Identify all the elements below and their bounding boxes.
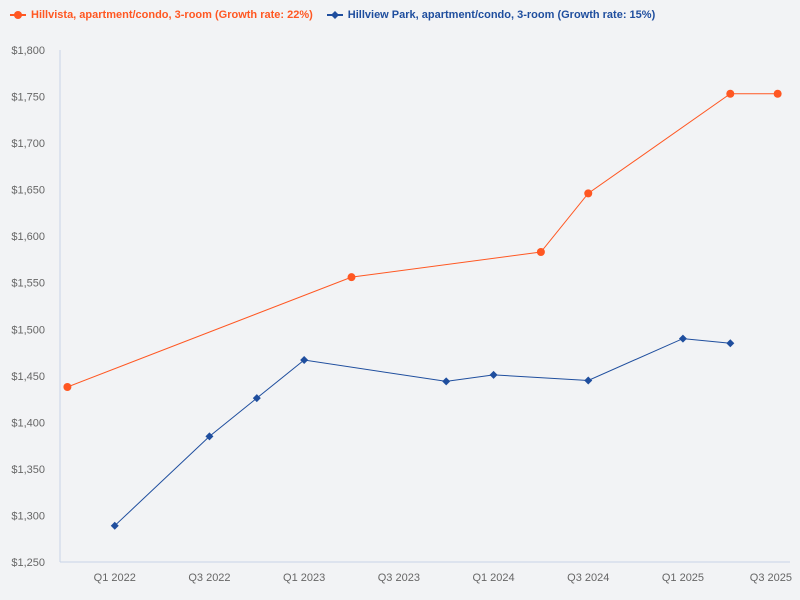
diamond-marker-icon: [326, 11, 343, 19]
legend-item-hillvista[interactable]: Hillvista, apartment/condo, 3-room (Grow…: [10, 9, 313, 21]
data-point: [584, 376, 593, 385]
y-tick-label: $1,600: [11, 231, 45, 243]
data-point: [252, 394, 261, 403]
data-point: [584, 189, 593, 198]
y-tick-label: $1,750: [11, 92, 45, 104]
x-tick-label: Q3 2023: [378, 572, 420, 584]
legend-item-hillview-park[interactable]: Hillview Park, apartment/condo, 3-room (…: [326, 9, 656, 21]
y-tick-label: $1,550: [11, 278, 45, 290]
data-point: [726, 339, 735, 348]
data-point: [205, 432, 214, 441]
data-point: [678, 334, 687, 343]
data-point: [110, 521, 119, 530]
data-point: [773, 89, 782, 98]
y-tick-label: $1,350: [11, 464, 45, 476]
data-point: [347, 273, 356, 282]
y-tick-label: $1,300: [11, 510, 45, 522]
series-line-1: [114, 338, 731, 527]
y-tick-label: $1,650: [11, 185, 45, 197]
data-point: [63, 382, 72, 391]
y-tick-label: $1,700: [11, 138, 45, 150]
y-tick-label: $1,500: [11, 324, 45, 336]
data-point: [489, 370, 498, 379]
y-tick-label: $1,800: [11, 45, 45, 57]
data-point: [300, 355, 309, 364]
x-tick-label: Q1 2023: [283, 572, 325, 584]
x-tick-label: Q3 2022: [188, 572, 230, 584]
x-tick-label: Q1 2022: [94, 572, 136, 584]
x-tick-label: Q3 2025: [750, 572, 792, 584]
y-tick-label: $1,250: [11, 557, 45, 569]
y-tick-label: $1,400: [11, 417, 45, 429]
legend-label: Hillvista, apartment/condo, 3-room (Grow…: [31, 9, 313, 21]
legend-label: Hillview Park, apartment/condo, 3-room (…: [347, 9, 656, 21]
legend: Hillvista, apartment/condo, 3-room (Grow…: [10, 9, 655, 21]
series-line-0: [67, 93, 778, 388]
x-tick-label: Q1 2025: [662, 572, 704, 584]
circle-marker-icon: [10, 11, 26, 19]
data-point: [536, 248, 545, 257]
x-tick-label: Q3 2024: [567, 572, 609, 584]
x-tick-label: Q1 2024: [472, 572, 514, 584]
y-tick-label: $1,450: [11, 371, 45, 383]
data-point: [726, 89, 735, 98]
data-point: [442, 377, 451, 386]
